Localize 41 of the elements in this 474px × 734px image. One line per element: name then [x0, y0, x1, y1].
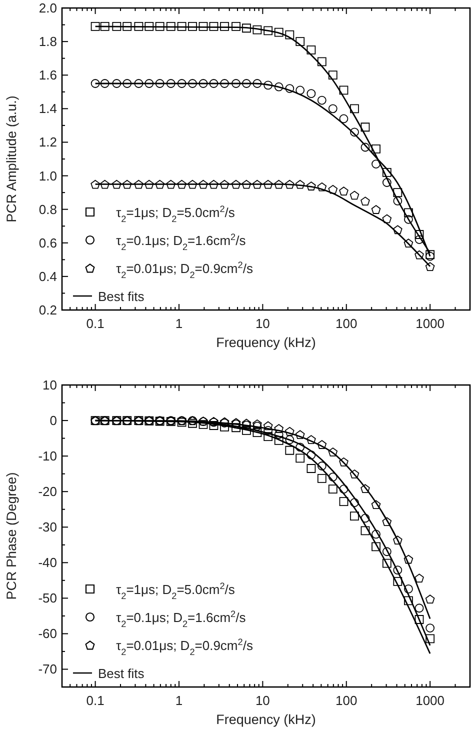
y-tick-label: 0.4 — [38, 268, 57, 284]
legend-label: Best fits — [98, 289, 145, 304]
y-tick-label: 0.2 — [38, 302, 57, 318]
y-tick-label: -70 — [38, 662, 57, 677]
y-tick-label: 1.4 — [38, 101, 57, 116]
y-tick-label: -10 — [38, 448, 57, 464]
x-tick-label: 0.1 — [86, 316, 104, 331]
x-tick-label: 0.1 — [86, 693, 104, 708]
legend-label: τ$_{2}$=0.01μs; D$_{2}$=0.9cm$^{2}$/s — [116, 260, 254, 280]
y-tick-label: 2.0 — [38, 0, 57, 16]
x-tick-label: 1000 — [416, 693, 445, 708]
x-tick-label: 100 — [336, 316, 358, 331]
legend-label: τ$_{2}$=0.1μs; D$_{2}$=1.6cm$^{2}$/s — [116, 232, 246, 252]
y-tick-label: 1.0 — [38, 168, 57, 184]
legend-label: τ$_{2}$=0.1μs; D$_{2}$=1.6cm$^{2}$/s — [116, 609, 246, 629]
x-tick-label: 10 — [255, 316, 270, 331]
x-tick-label: 100 — [336, 693, 358, 708]
legend-label: τ$_{2}$=1μs; D$_{2}$=5.0cm$^{2}$/s — [116, 204, 236, 224]
x-axis-title: Frequency (kHz) — [216, 712, 316, 727]
x-tick-label: 1 — [175, 316, 183, 331]
x-tick-label: 1 — [175, 693, 183, 708]
y-tick-label: 0.8 — [38, 202, 57, 217]
y-tick-label: -60 — [38, 626, 57, 642]
legend-label: Best fits — [98, 666, 145, 681]
legend-label: τ$_{2}$=0.01μs; D$_{2}$=0.9cm$^{2}$/s — [116, 637, 254, 657]
y-tick-label: 1.8 — [38, 34, 57, 50]
legend-label: τ$_{2}$=1μs; D$_{2}$=5.0cm$^{2}$/s — [116, 581, 236, 601]
x-axis-title: Frequency (kHz) — [216, 335, 316, 350]
x-tick-label: 10 — [255, 693, 270, 708]
y-tick-label: 1.2 — [38, 134, 57, 150]
y-tick-label: -20 — [38, 484, 57, 500]
y-tick-label: 10 — [42, 378, 57, 392]
y-tick-label: 1.6 — [38, 68, 57, 83]
x-tick-label: 1000 — [416, 316, 445, 331]
y-tick-label: -30 — [38, 520, 57, 535]
y-tick-label: 0.6 — [38, 235, 57, 250]
y-axis-title: PCR Phase (Degree) — [4, 472, 19, 600]
y-tick-label: 0 — [50, 413, 57, 428]
y-axis-title: PCR Amplitude (a.u.) — [4, 96, 19, 222]
y-tick-label: -40 — [38, 555, 57, 570]
y-tick-label: -50 — [38, 590, 57, 606]
